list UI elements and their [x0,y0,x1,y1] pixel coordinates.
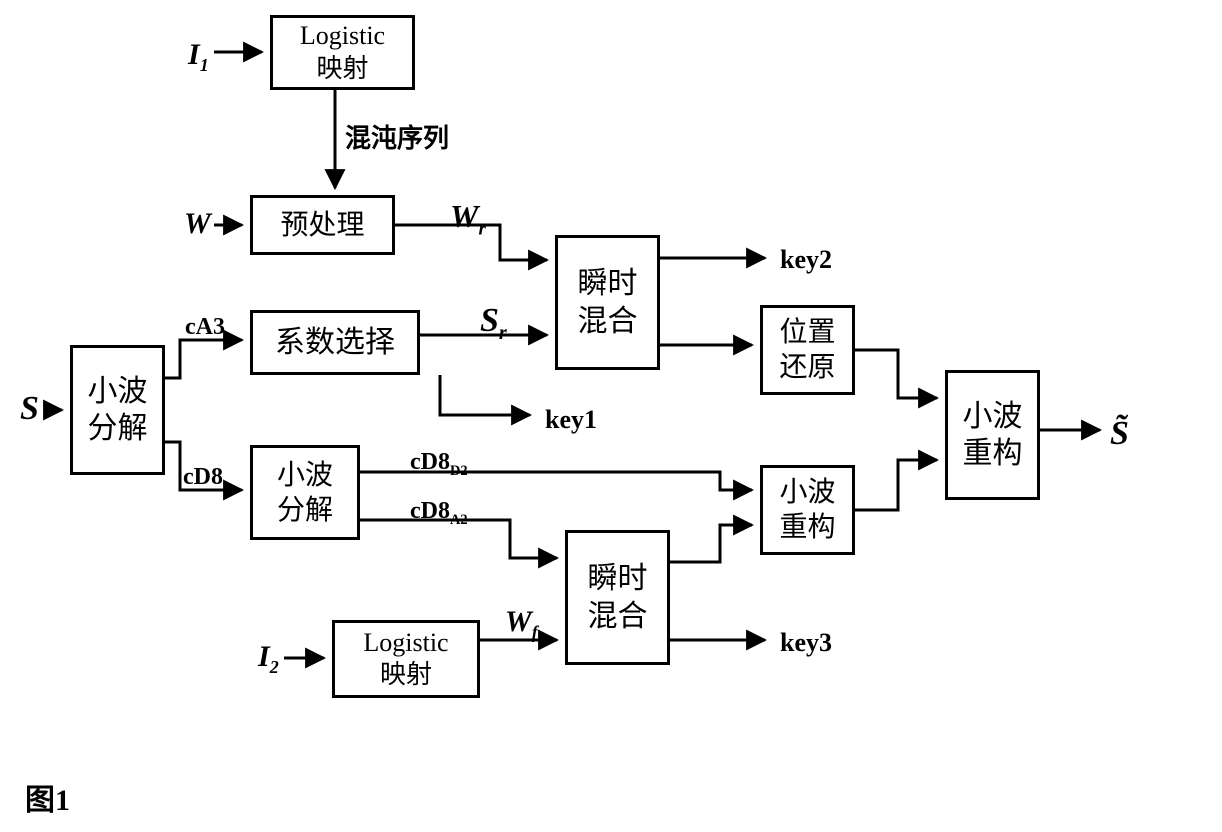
node-coeff-select: 系数选择 [250,310,420,375]
label-I2: I2 [258,640,279,678]
node-wavelet-recon-2: 小波重构 [945,370,1040,500]
label-I1: I1 [188,38,209,76]
label-cD8-D2: cD8D2 [410,449,468,480]
node-instant-mix-1: 瞬时混合 [555,235,660,370]
label-cA3: cA3 [185,314,225,341]
node-instant-mix-2: 瞬时混合 [565,530,670,665]
node-wavelet-recon-1: 小波重构 [760,465,855,555]
label-Sr: Sr [480,302,507,345]
label-cD8-A2: cD8A2 [410,498,468,529]
label-key2: key2 [780,245,832,275]
figure-caption: 图1 [25,775,70,819]
label-Wf: Wf [505,605,538,643]
node-wavelet-decomp-1: 小波分解 [70,345,165,475]
node-wavelet-decomp-2: 小波分解 [250,445,360,540]
node-logistic1: Logistic映射 [270,15,415,90]
label-cD8: cD8 [183,464,223,491]
label-Wr: Wr [450,198,486,240]
label-S: S [20,390,39,428]
node-position-restore: 位置还原 [760,305,855,395]
label-key1: key1 [545,405,597,435]
node-preprocess: 预处理 [250,195,395,255]
node-logistic2: Logistic映射 [332,620,480,698]
label-W: W [184,207,211,241]
label-S-tilde: S̃ [1110,415,1129,453]
label-key3: key3 [780,628,832,658]
label-chaos-sequence: 混沌序列 [345,118,449,155]
